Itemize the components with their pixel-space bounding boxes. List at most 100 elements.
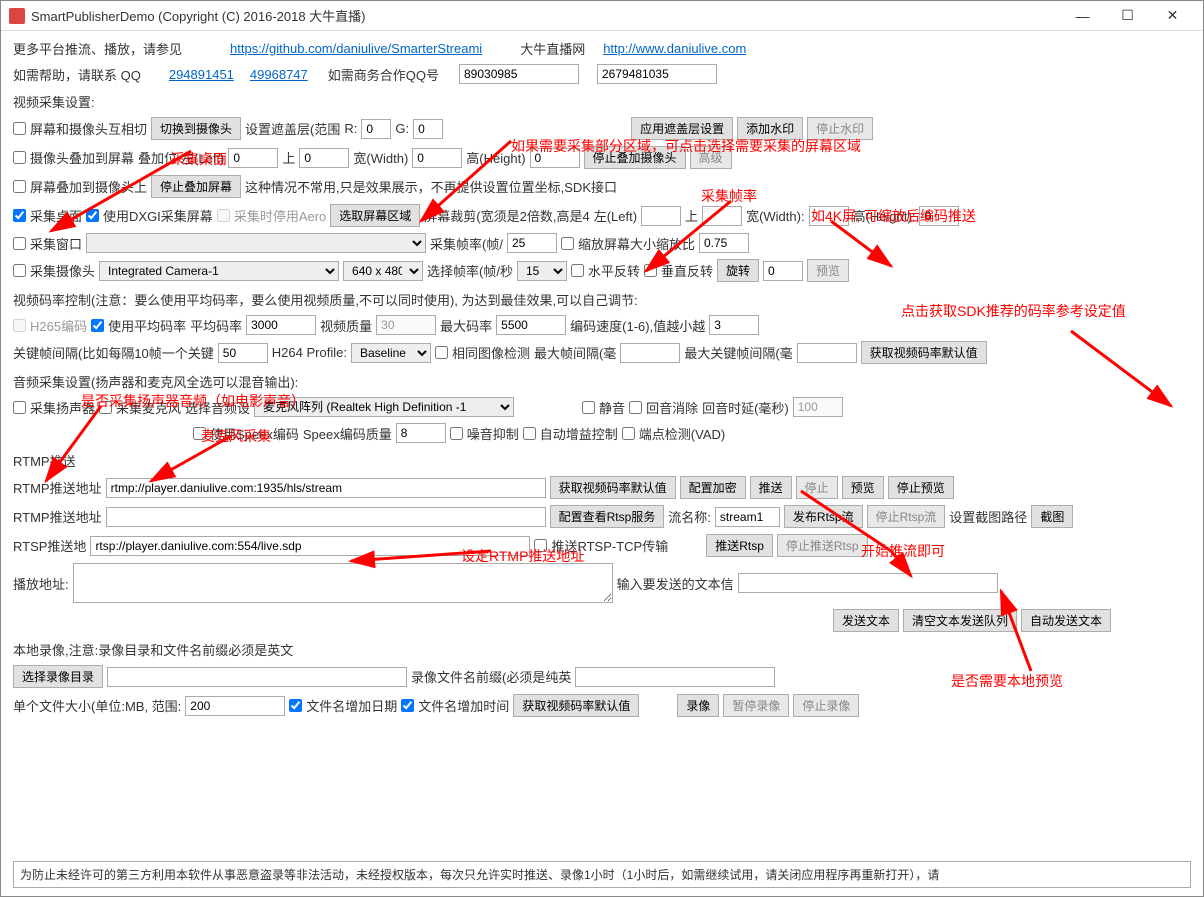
crop-width[interactable] bbox=[809, 206, 849, 226]
cb-add-time[interactable] bbox=[401, 699, 414, 712]
scale-input[interactable] bbox=[699, 233, 749, 253]
cb-add-date[interactable] bbox=[289, 699, 302, 712]
cb-noise[interactable] bbox=[450, 427, 463, 440]
crop-left[interactable] bbox=[641, 206, 681, 226]
app-icon bbox=[9, 8, 25, 24]
enc-speed-input[interactable] bbox=[709, 315, 759, 335]
btn-stop-overlay-cam[interactable]: 停止叠加摄像头 bbox=[584, 146, 686, 169]
cb-rtsp-tcp[interactable] bbox=[534, 539, 547, 552]
cb-speex[interactable] bbox=[193, 427, 206, 440]
cb-vad[interactable] bbox=[622, 427, 635, 440]
cb-vflip[interactable] bbox=[644, 264, 657, 277]
cb-hflip[interactable] bbox=[571, 264, 584, 277]
r-input[interactable] bbox=[361, 119, 391, 139]
btn-apply-mask[interactable]: 应用遮盖层设置 bbox=[631, 117, 733, 140]
btn-add-watermark[interactable]: 添加水印 bbox=[737, 117, 803, 140]
btn-send[interactable]: 发送文本 bbox=[833, 609, 899, 632]
h264-profile-select[interactable]: Baseline bbox=[351, 343, 431, 363]
cb-screen-overlay-cam[interactable] bbox=[13, 180, 26, 193]
cam-fps-select[interactable]: 15 bbox=[517, 261, 567, 281]
btn-stop-rtsp-pub[interactable]: 停止Rtsp流 bbox=[867, 505, 946, 528]
btn-get-rate[interactable]: 获取视频码率默认值 bbox=[550, 476, 676, 499]
keyframe-input[interactable] bbox=[218, 343, 268, 363]
minimize-button[interactable]: — bbox=[1060, 2, 1105, 30]
crop-top[interactable] bbox=[702, 206, 742, 226]
file-size[interactable] bbox=[185, 696, 285, 716]
btn-rtsp-cfg[interactable]: 配置查看Rtsp服务 bbox=[550, 505, 665, 528]
cb-speaker[interactable] bbox=[13, 401, 26, 414]
btn-select-region[interactable]: 选取屏幕区域 bbox=[330, 204, 420, 227]
cb-mic[interactable] bbox=[99, 401, 112, 414]
cb-cam-overlay-screen[interactable] bbox=[13, 151, 26, 164]
cb-agc[interactable] bbox=[523, 427, 536, 440]
btn-get-default-rate[interactable]: 获取视频码率默认值 bbox=[861, 341, 987, 364]
cb-screen-cam-switch[interactable] bbox=[13, 122, 26, 135]
close-button[interactable]: ✕ bbox=[1150, 2, 1195, 30]
window-select[interactable] bbox=[86, 233, 426, 253]
g-input[interactable] bbox=[413, 119, 443, 139]
max-frame-int[interactable] bbox=[620, 343, 680, 363]
biz-qq2-input[interactable] bbox=[597, 64, 717, 84]
fps-input[interactable] bbox=[507, 233, 557, 253]
video-capture-section: 视频采集设置: bbox=[13, 92, 95, 111]
btn-encrypt[interactable]: 配置加密 bbox=[680, 476, 746, 499]
cb-echo[interactable] bbox=[629, 401, 642, 414]
maximize-button[interactable]: ☐ bbox=[1105, 2, 1150, 30]
btn-stop-preview[interactable]: 停止预览 bbox=[888, 476, 954, 499]
send-msg[interactable] bbox=[738, 573, 998, 593]
cb-mute[interactable] bbox=[582, 401, 595, 414]
btn-auto-send[interactable]: 自动发送文本 bbox=[1021, 609, 1111, 632]
speex-q[interactable] bbox=[396, 423, 446, 443]
btn-stop-rec[interactable]: 停止录像 bbox=[793, 694, 859, 717]
cb-use-dxgi[interactable] bbox=[86, 209, 99, 222]
cam-select[interactable]: Integrated Camera-1 bbox=[99, 261, 339, 281]
rtsp-url[interactable] bbox=[90, 536, 530, 556]
max-key-int[interactable] bbox=[797, 343, 857, 363]
cb-capture-desktop[interactable] bbox=[13, 209, 26, 222]
btn-stop-overlay-screen[interactable]: 停止叠加屏幕 bbox=[151, 175, 241, 198]
rtmp-url1[interactable] bbox=[106, 478, 546, 498]
github-link[interactable]: https://github.com/daniulive/SmarterStre… bbox=[230, 41, 482, 56]
btn-sel-dir[interactable]: 选择录像目录 bbox=[13, 665, 103, 688]
rotate-deg[interactable] bbox=[763, 261, 803, 281]
max-rate-input[interactable] bbox=[496, 315, 566, 335]
btn-preview[interactable]: 预览 bbox=[842, 476, 884, 499]
btn-stop-watermark[interactable]: 停止水印 bbox=[807, 117, 873, 140]
overlay-left[interactable] bbox=[228, 148, 278, 168]
btn-push[interactable]: 推送 bbox=[750, 476, 792, 499]
btn-record[interactable]: 录像 bbox=[677, 694, 719, 717]
rtmp-url2[interactable] bbox=[106, 507, 546, 527]
stream-name[interactable] bbox=[715, 507, 780, 527]
btn-screenshot[interactable]: 截图 bbox=[1031, 505, 1073, 528]
biz-qq1-input[interactable] bbox=[459, 64, 579, 84]
btn-advanced[interactable]: 高级 bbox=[690, 146, 732, 169]
overlay-width[interactable] bbox=[412, 148, 462, 168]
btn-stop[interactable]: 停止 bbox=[796, 476, 838, 499]
btn-pub-rtsp[interactable]: 发布Rtsp流 bbox=[784, 505, 863, 528]
overlay-top[interactable] bbox=[299, 148, 349, 168]
record-prefix[interactable] bbox=[575, 667, 775, 687]
site-link[interactable]: http://www.daniulive.com bbox=[603, 41, 746, 56]
qq1-link[interactable]: 294891451 bbox=[169, 67, 234, 82]
cb-capture-cam[interactable] bbox=[13, 264, 26, 277]
audio-dev-select[interactable]: 麦克风阵列 (Realtek High Definition -1 bbox=[254, 397, 514, 417]
btn-cam-preview[interactable]: 预览 bbox=[807, 259, 849, 282]
cb-same-img[interactable] bbox=[435, 346, 448, 359]
play-url[interactable] bbox=[73, 563, 613, 603]
btn-stop-push-rtsp[interactable]: 停止推送Rtsp bbox=[777, 534, 868, 557]
btn-rotate[interactable]: 旋转 bbox=[717, 259, 759, 282]
avg-rate-input[interactable] bbox=[246, 315, 316, 335]
record-dir[interactable] bbox=[107, 667, 407, 687]
qq2-link[interactable]: 49968747 bbox=[250, 67, 308, 82]
btn-push-rtsp[interactable]: 推送Rtsp bbox=[706, 534, 773, 557]
cb-avg-rate[interactable] bbox=[91, 319, 104, 332]
cb-scale-screen[interactable] bbox=[561, 237, 574, 250]
crop-height[interactable] bbox=[919, 206, 959, 226]
btn-switch-cam[interactable]: 切换到摄像头 bbox=[151, 117, 241, 140]
btn-get-rate2[interactable]: 获取视频码率默认值 bbox=[513, 694, 639, 717]
btn-pause-rec[interactable]: 暂停录像 bbox=[723, 694, 789, 717]
res-select[interactable]: 640 x 480 bbox=[343, 261, 423, 281]
overlay-height[interactable] bbox=[530, 148, 580, 168]
cb-capture-window[interactable] bbox=[13, 237, 26, 250]
btn-clear-queue[interactable]: 清空文本发送队列 bbox=[903, 609, 1017, 632]
